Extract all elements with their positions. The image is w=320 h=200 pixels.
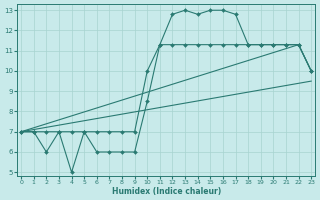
- X-axis label: Humidex (Indice chaleur): Humidex (Indice chaleur): [112, 187, 221, 196]
